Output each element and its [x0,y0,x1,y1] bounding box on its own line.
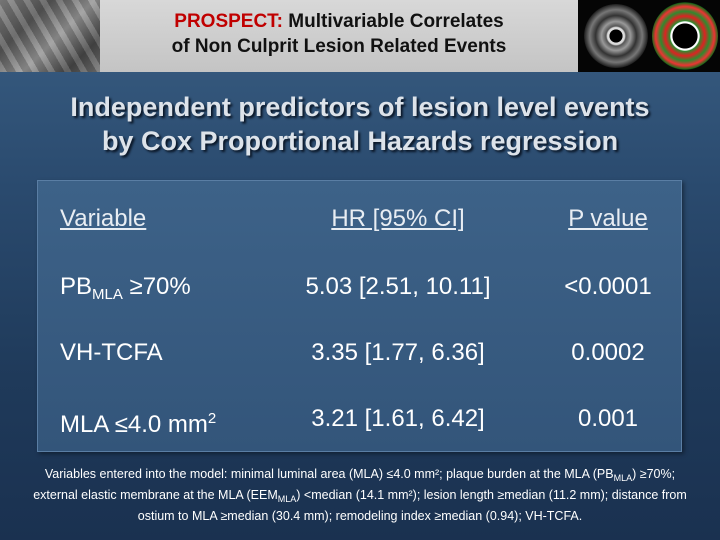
row-2-hr: 3.35 [1.77, 6.36] [311,339,485,366]
row-1-variable-main: PB [60,273,93,300]
header-p-value: P value [568,205,648,232]
slide-title-line1: PROSPECT: Multivariable Correlates [100,10,578,34]
footnote-subscript-1: MLA [613,473,633,483]
row-1-variable: PBMLA ≥70% [60,273,191,309]
ivus-vh-image [652,2,718,70]
footnote: Variables entered into the model: minima… [22,466,698,525]
header-photo [0,0,100,72]
row-1-variable-tail: ≥70% [122,273,191,300]
row-3-hr: 3.21 [1.61, 6.42] [311,405,485,432]
title-banner: PROSPECT: Multivariable Correlates of No… [100,0,578,72]
ivus-images [578,0,720,72]
footnote-subscript-2: MLA [277,494,297,504]
results-table: Variable HR [95% CI] P value PBMLA ≥70% … [37,180,682,452]
row-1-p-value: <0.0001 [564,273,652,300]
row-3-variable-superscript: 2 [207,410,217,427]
footnote-part1: Variables entered into the model: minima… [44,467,614,481]
headline-line2: by Cox Proportional Hazards regression [101,126,619,156]
footnote-part2: ) ≥70%; external elastic membrane at the… [33,467,676,502]
row-1-variable-subscript: MLA [92,286,123,303]
title-accent: PROSPECT: [174,11,284,32]
row-2-variable: VH-TCFA [60,339,163,366]
title-rest: Multivariable Correlates [283,11,504,32]
row-1-hr: 5.03 [2.51, 10.11] [305,273,491,300]
row-3-variable-main: MLA ≤4.0 mm [60,411,208,438]
header-hr: HR [95% CI] [331,205,465,232]
row-2-p-value: 0.0002 [571,339,645,366]
header-variable: Variable [60,205,147,232]
row-3-variable: MLA ≤4.0 mm2 [60,405,216,439]
headline-line1: Independent predictors of lesion level e… [70,92,650,122]
headline: Independent predictors of lesion level e… [0,90,720,158]
footnote-part3: ) <median (14.1 mm²); lesion length ≥med… [137,488,687,523]
ivus-grayscale-image [584,4,648,68]
slide-title-line2: of Non Culprit Lesion Related Events [171,36,507,57]
row-3-p-value: 0.001 [577,405,639,432]
